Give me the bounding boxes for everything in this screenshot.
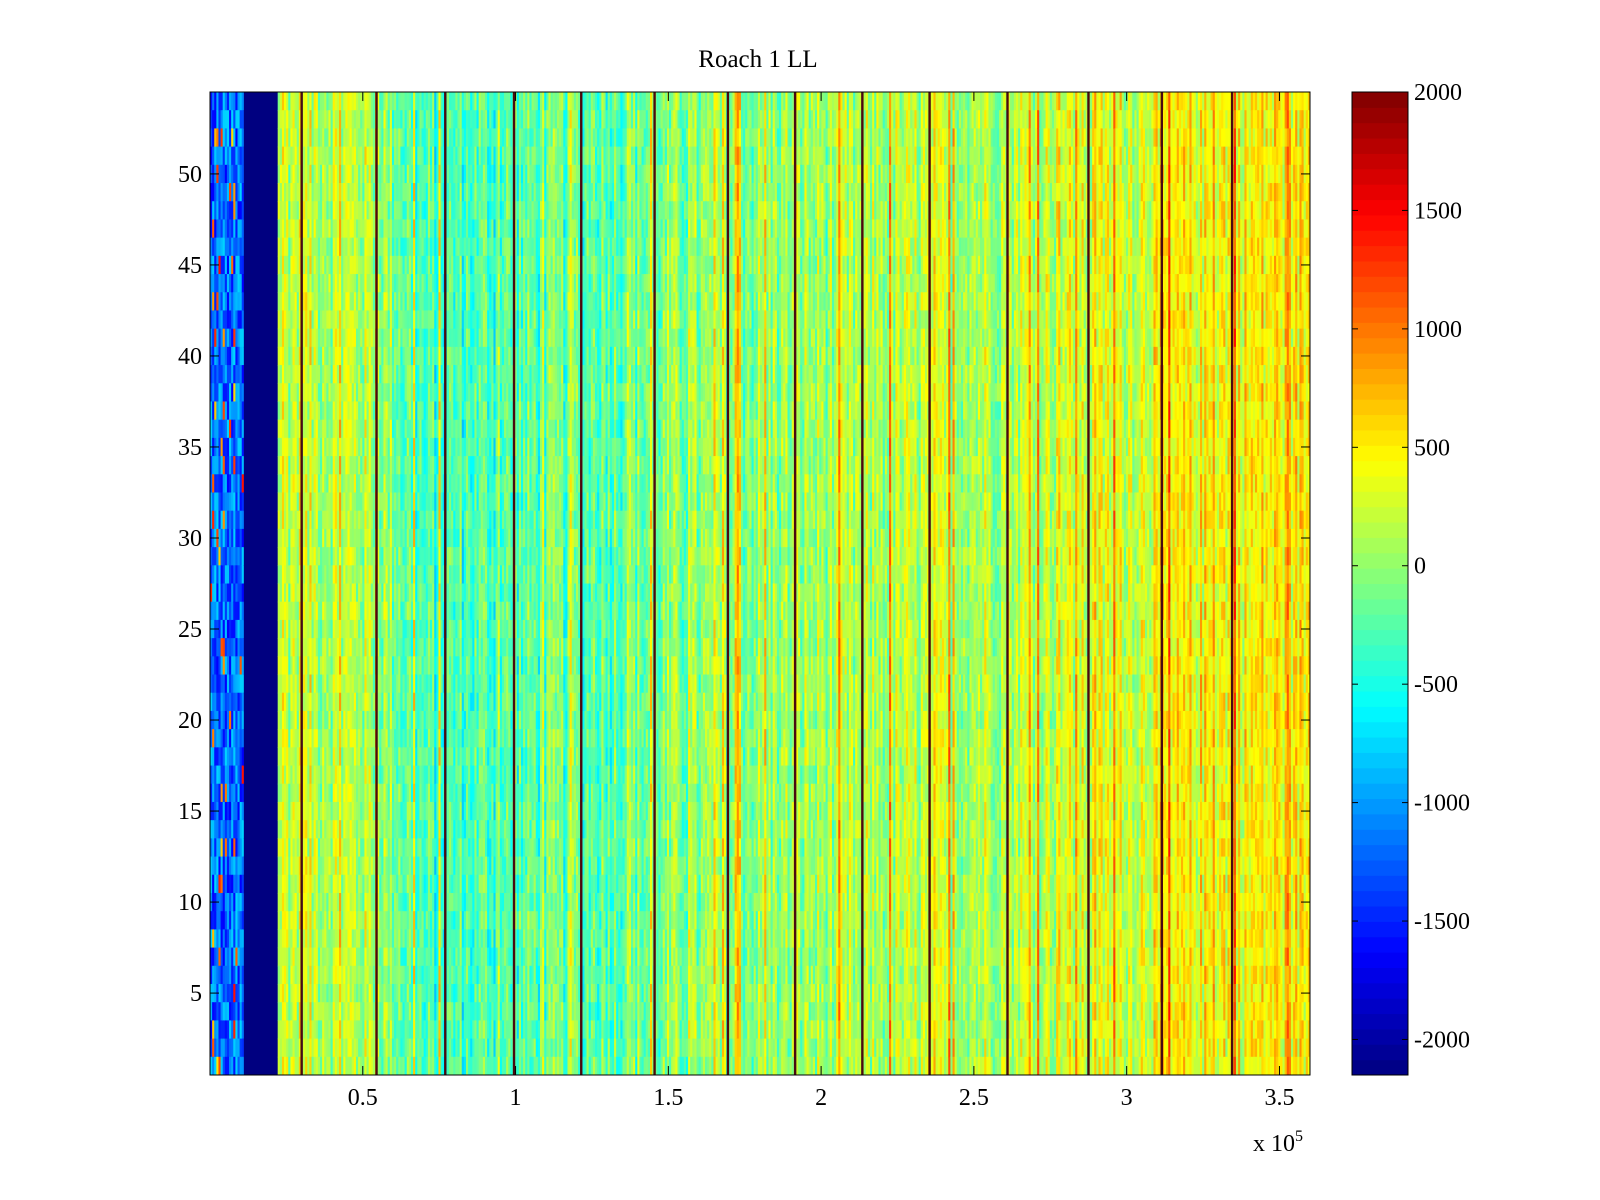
chart-title: Roach 1 LL bbox=[698, 46, 817, 73]
heatmap-figure: Roach 1 LL 0.5 1 1.5 2 2.5 3 3.5 5101520253035… bbox=[0, 0, 1600, 1200]
heatmap-area bbox=[210, 92, 1311, 1076]
